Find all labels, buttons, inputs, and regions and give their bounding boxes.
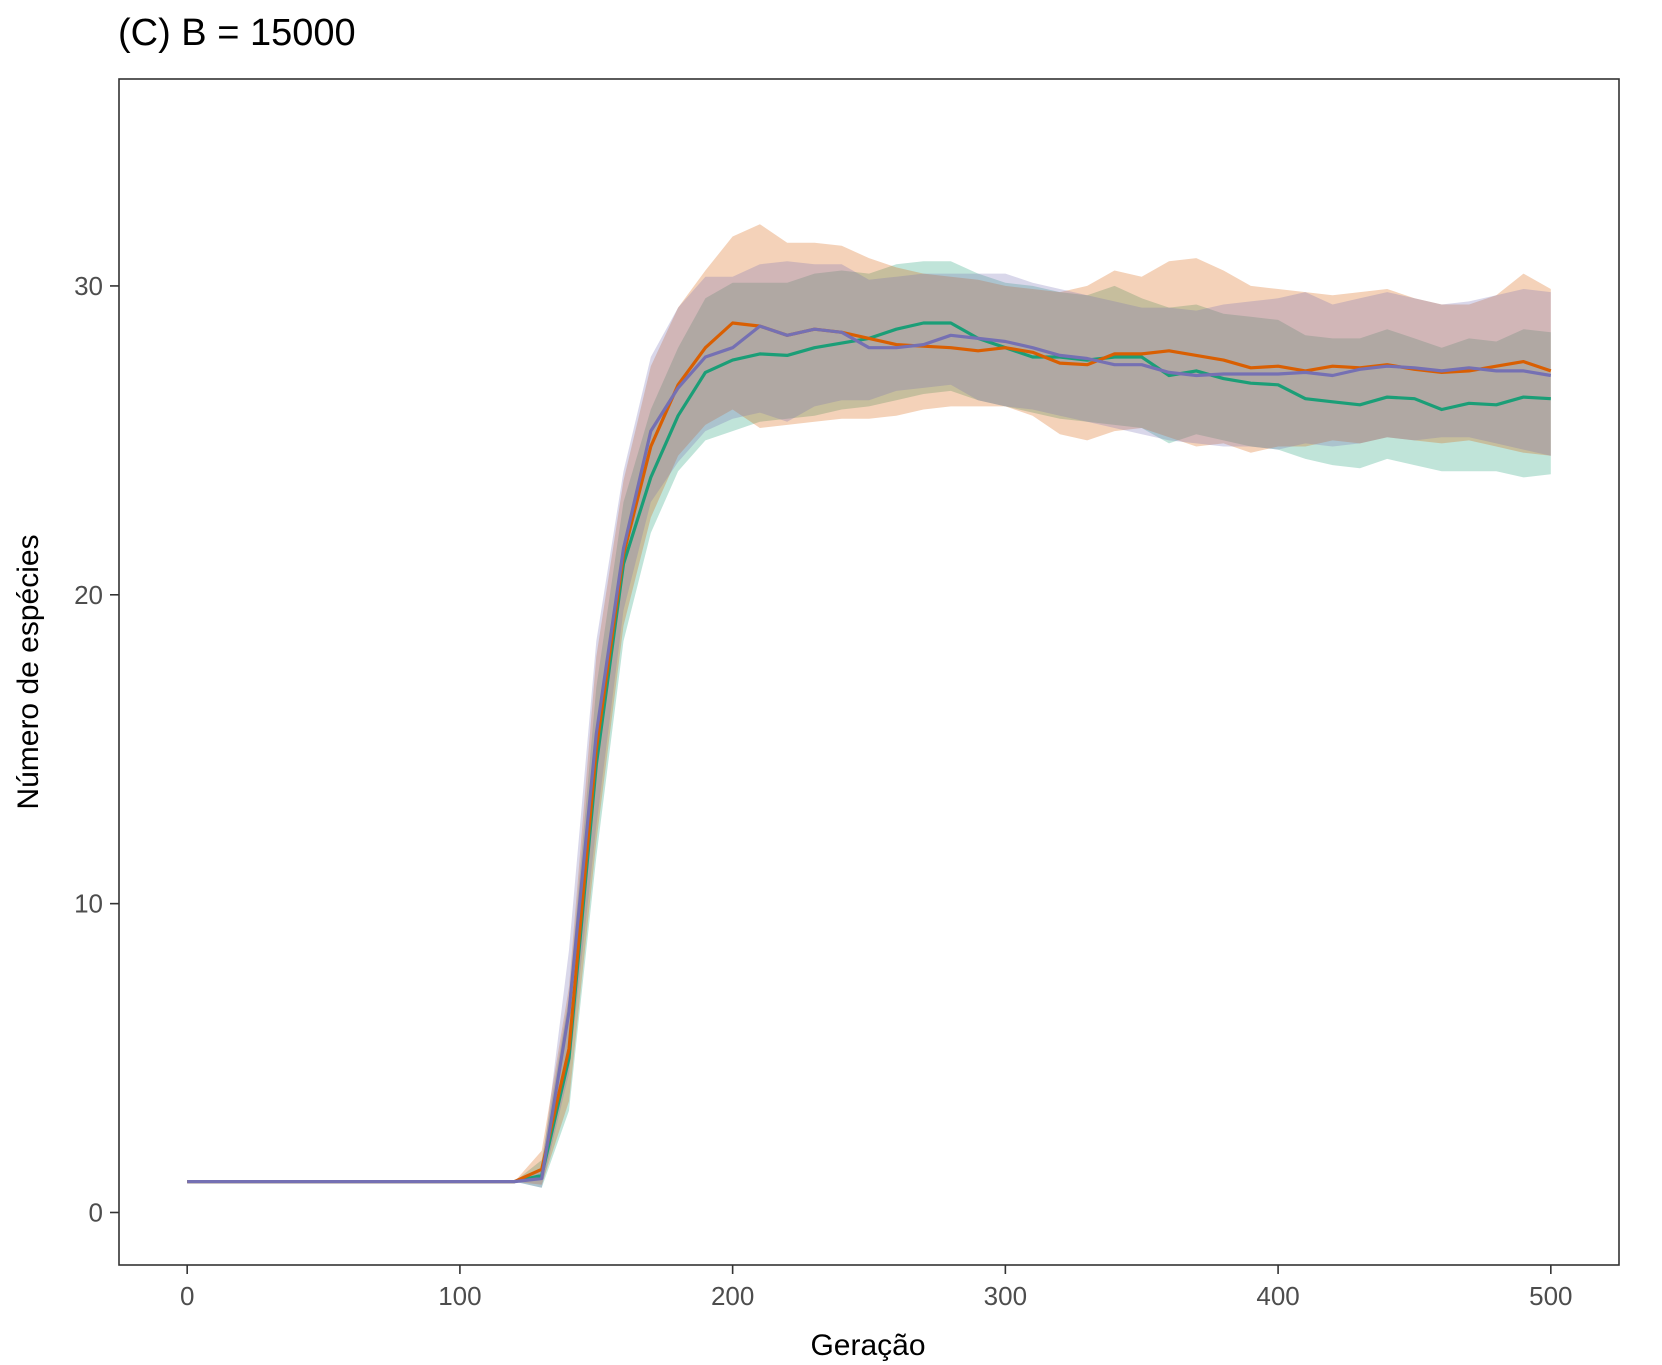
- y-tick-label: 30: [74, 271, 103, 301]
- series-3-band: [187, 261, 1551, 1188]
- plot-panel-border: [118, 78, 1620, 1266]
- y-tick-label: 20: [74, 580, 103, 610]
- y-tick-label: 0: [89, 1197, 103, 1227]
- y-axis: 0 10 20 30: [74, 271, 119, 1227]
- y-axis-title: Número de espécies: [12, 534, 45, 809]
- series-2-band: [187, 224, 1551, 1185]
- x-tick-label: 400: [1256, 1281, 1299, 1311]
- x-tick-label: 300: [984, 1281, 1027, 1311]
- x-axis-title: Geração: [810, 1329, 925, 1362]
- y-tick-label: 10: [74, 889, 103, 919]
- x-tick-label: 200: [711, 1281, 754, 1311]
- series-lines: [187, 321, 1552, 1184]
- series-3-line: [187, 324, 1552, 1184]
- x-tick-label: 100: [438, 1281, 481, 1311]
- series-1-band: [187, 261, 1551, 1188]
- x-axis: 0 100 200 300 400 500: [180, 1265, 1573, 1311]
- x-tick-label: 500: [1529, 1281, 1572, 1311]
- confidence-bands: [187, 224, 1551, 1188]
- chart-title: (C) B = 15000: [118, 12, 356, 54]
- x-tick-label: 0: [180, 1281, 194, 1311]
